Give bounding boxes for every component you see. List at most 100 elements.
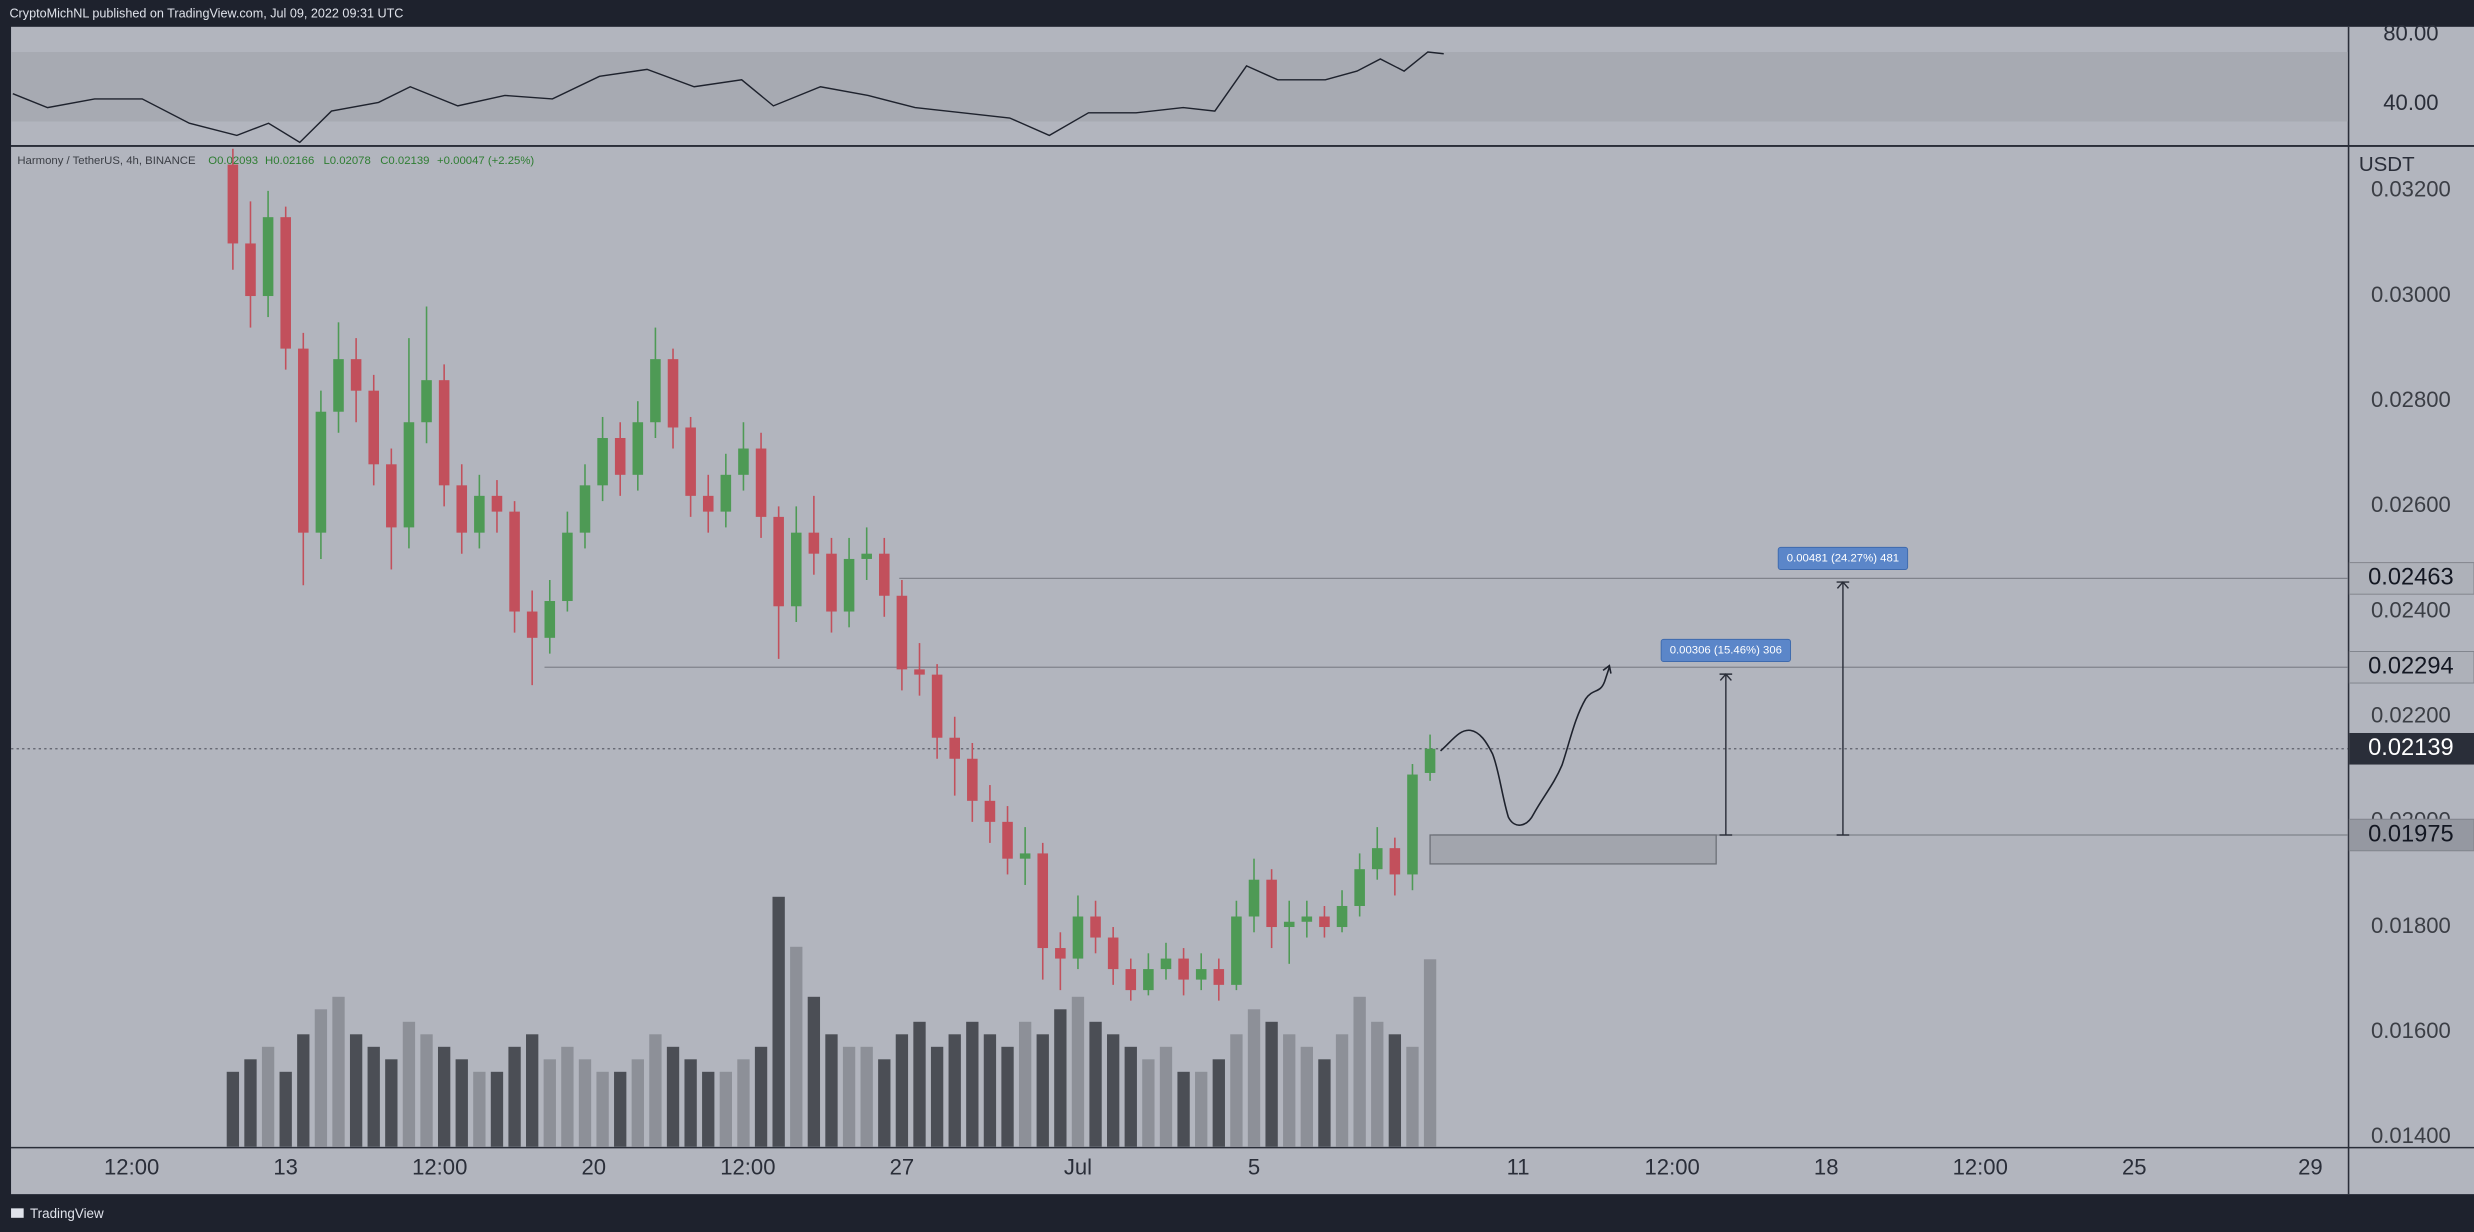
volume-bar [666, 1046, 680, 1147]
candle-body [1266, 879, 1277, 928]
last-price-box [2349, 732, 2474, 765]
level-label-box [2348, 651, 2474, 684]
volume-bar [684, 1059, 697, 1147]
volume-bar [1159, 1046, 1173, 1147]
main-pane [11, 146, 2474, 1195]
x-tick-label: 11 [1507, 1155, 1530, 1180]
volume-bar [930, 1046, 944, 1147]
volume-bar [1124, 1046, 1137, 1147]
volume-bar [1142, 1059, 1155, 1147]
y-tick-label: 0.02800 [2371, 387, 2451, 412]
candle-body [755, 448, 767, 517]
y-tick-label: 0.01600 [2371, 1018, 2451, 1043]
measure-label-box [1777, 546, 1909, 570]
volume-bar [825, 1034, 838, 1147]
candle-body [1178, 958, 1189, 980]
volume-bar [297, 1034, 310, 1147]
x-tick-label: 27 [890, 1155, 915, 1180]
volume-bar [1071, 996, 1085, 1147]
x-tick-label: 12:00 [104, 1155, 159, 1180]
volume-bar [332, 996, 345, 1147]
x-tick-label: 12:00 [720, 1155, 775, 1180]
volume-bar [1388, 1034, 1402, 1147]
candle-body [949, 737, 960, 759]
volume-bar [1283, 1034, 1296, 1147]
y-tick-label: 0.03200 [2371, 177, 2451, 202]
candle-body [1160, 958, 1172, 970]
x-tick-label: 25 [2122, 1155, 2147, 1180]
volume-bar [895, 1034, 909, 1147]
zone-box [1429, 834, 1717, 865]
rsi-band [11, 52, 2348, 122]
measure-arrow [1719, 673, 1733, 681]
candle-body [1090, 916, 1101, 938]
x-tick-label: Jul [1064, 1155, 1092, 1180]
candle-body [790, 532, 802, 607]
candle-body [1002, 821, 1013, 859]
legend-change: +0.00047 (+2.25%) [437, 155, 534, 167]
y-tick-label: 0.03000 [2371, 282, 2451, 307]
volume-bar [719, 1071, 733, 1147]
candle-body [1107, 937, 1119, 970]
candle-body [1125, 969, 1137, 991]
candle-body [773, 516, 784, 607]
candle-body [1389, 848, 1401, 875]
candle-body [1301, 916, 1313, 922]
rsi-line [12, 51, 1444, 144]
last-price-label: 0.02139 [2368, 735, 2454, 761]
volume-bar [1300, 1046, 1313, 1147]
level-label-box [2348, 818, 2474, 852]
volume-bar [314, 1009, 328, 1147]
legend-high: H0.02166 [265, 155, 314, 167]
measure-label: 0.00481 (24.27%) 481 [1787, 552, 1899, 564]
candle-body [1019, 853, 1031, 859]
volume-bar [983, 1034, 997, 1147]
volume-bar [526, 1034, 539, 1147]
volume-bar [420, 1034, 433, 1147]
level-label-box [2348, 562, 2474, 595]
candle-body [456, 485, 468, 533]
candle-body [368, 390, 380, 465]
y-tick-label: 0.02200 [2371, 703, 2451, 728]
volume-bar [226, 1071, 240, 1147]
candle-body [967, 758, 978, 801]
volume-bar [649, 1034, 662, 1147]
candle-body [1248, 879, 1260, 917]
candle-body [227, 164, 239, 244]
candle-body [685, 427, 696, 496]
candle-body [350, 359, 362, 391]
candle-body [1143, 969, 1154, 991]
volume-bar [455, 1059, 468, 1147]
volume-bar [1353, 996, 1366, 1147]
candle-body [280, 217, 291, 349]
volume-bar [807, 996, 821, 1147]
volume-bar [1406, 1046, 1419, 1147]
volume-bar [596, 1071, 609, 1147]
candle-body [544, 601, 556, 638]
x-tick-label: 20 [582, 1155, 607, 1180]
volume-bar [614, 1071, 627, 1147]
candle-body [562, 532, 573, 602]
candle-body [1283, 921, 1295, 928]
rsi-tick-label: 80.00 [2383, 20, 2438, 45]
measure-arrow [1836, 581, 1850, 589]
price-plot [11, 148, 2348, 1147]
candle-body [1055, 948, 1066, 959]
level-label: 0.01975 [2368, 821, 2454, 847]
y-tick-label: 0.01800 [2371, 913, 2451, 938]
volume-bar [385, 1059, 398, 1147]
volume-bar [473, 1071, 486, 1147]
volume-bar [1212, 1059, 1225, 1147]
candle-body [843, 558, 855, 612]
footer-brand: TradingView [30, 1206, 104, 1221]
legend-close: C0.02139 [380, 155, 429, 167]
volume-bar [543, 1059, 556, 1147]
candle-body [896, 595, 908, 670]
x-tick-label: 13 [273, 1155, 298, 1180]
candle-body [1407, 774, 1418, 875]
rsi-tick-label: 40.00 [2383, 90, 2438, 115]
price-axis-unit: USDT [2359, 153, 2415, 176]
candle-body [1336, 905, 1348, 928]
candle-body [667, 359, 679, 428]
